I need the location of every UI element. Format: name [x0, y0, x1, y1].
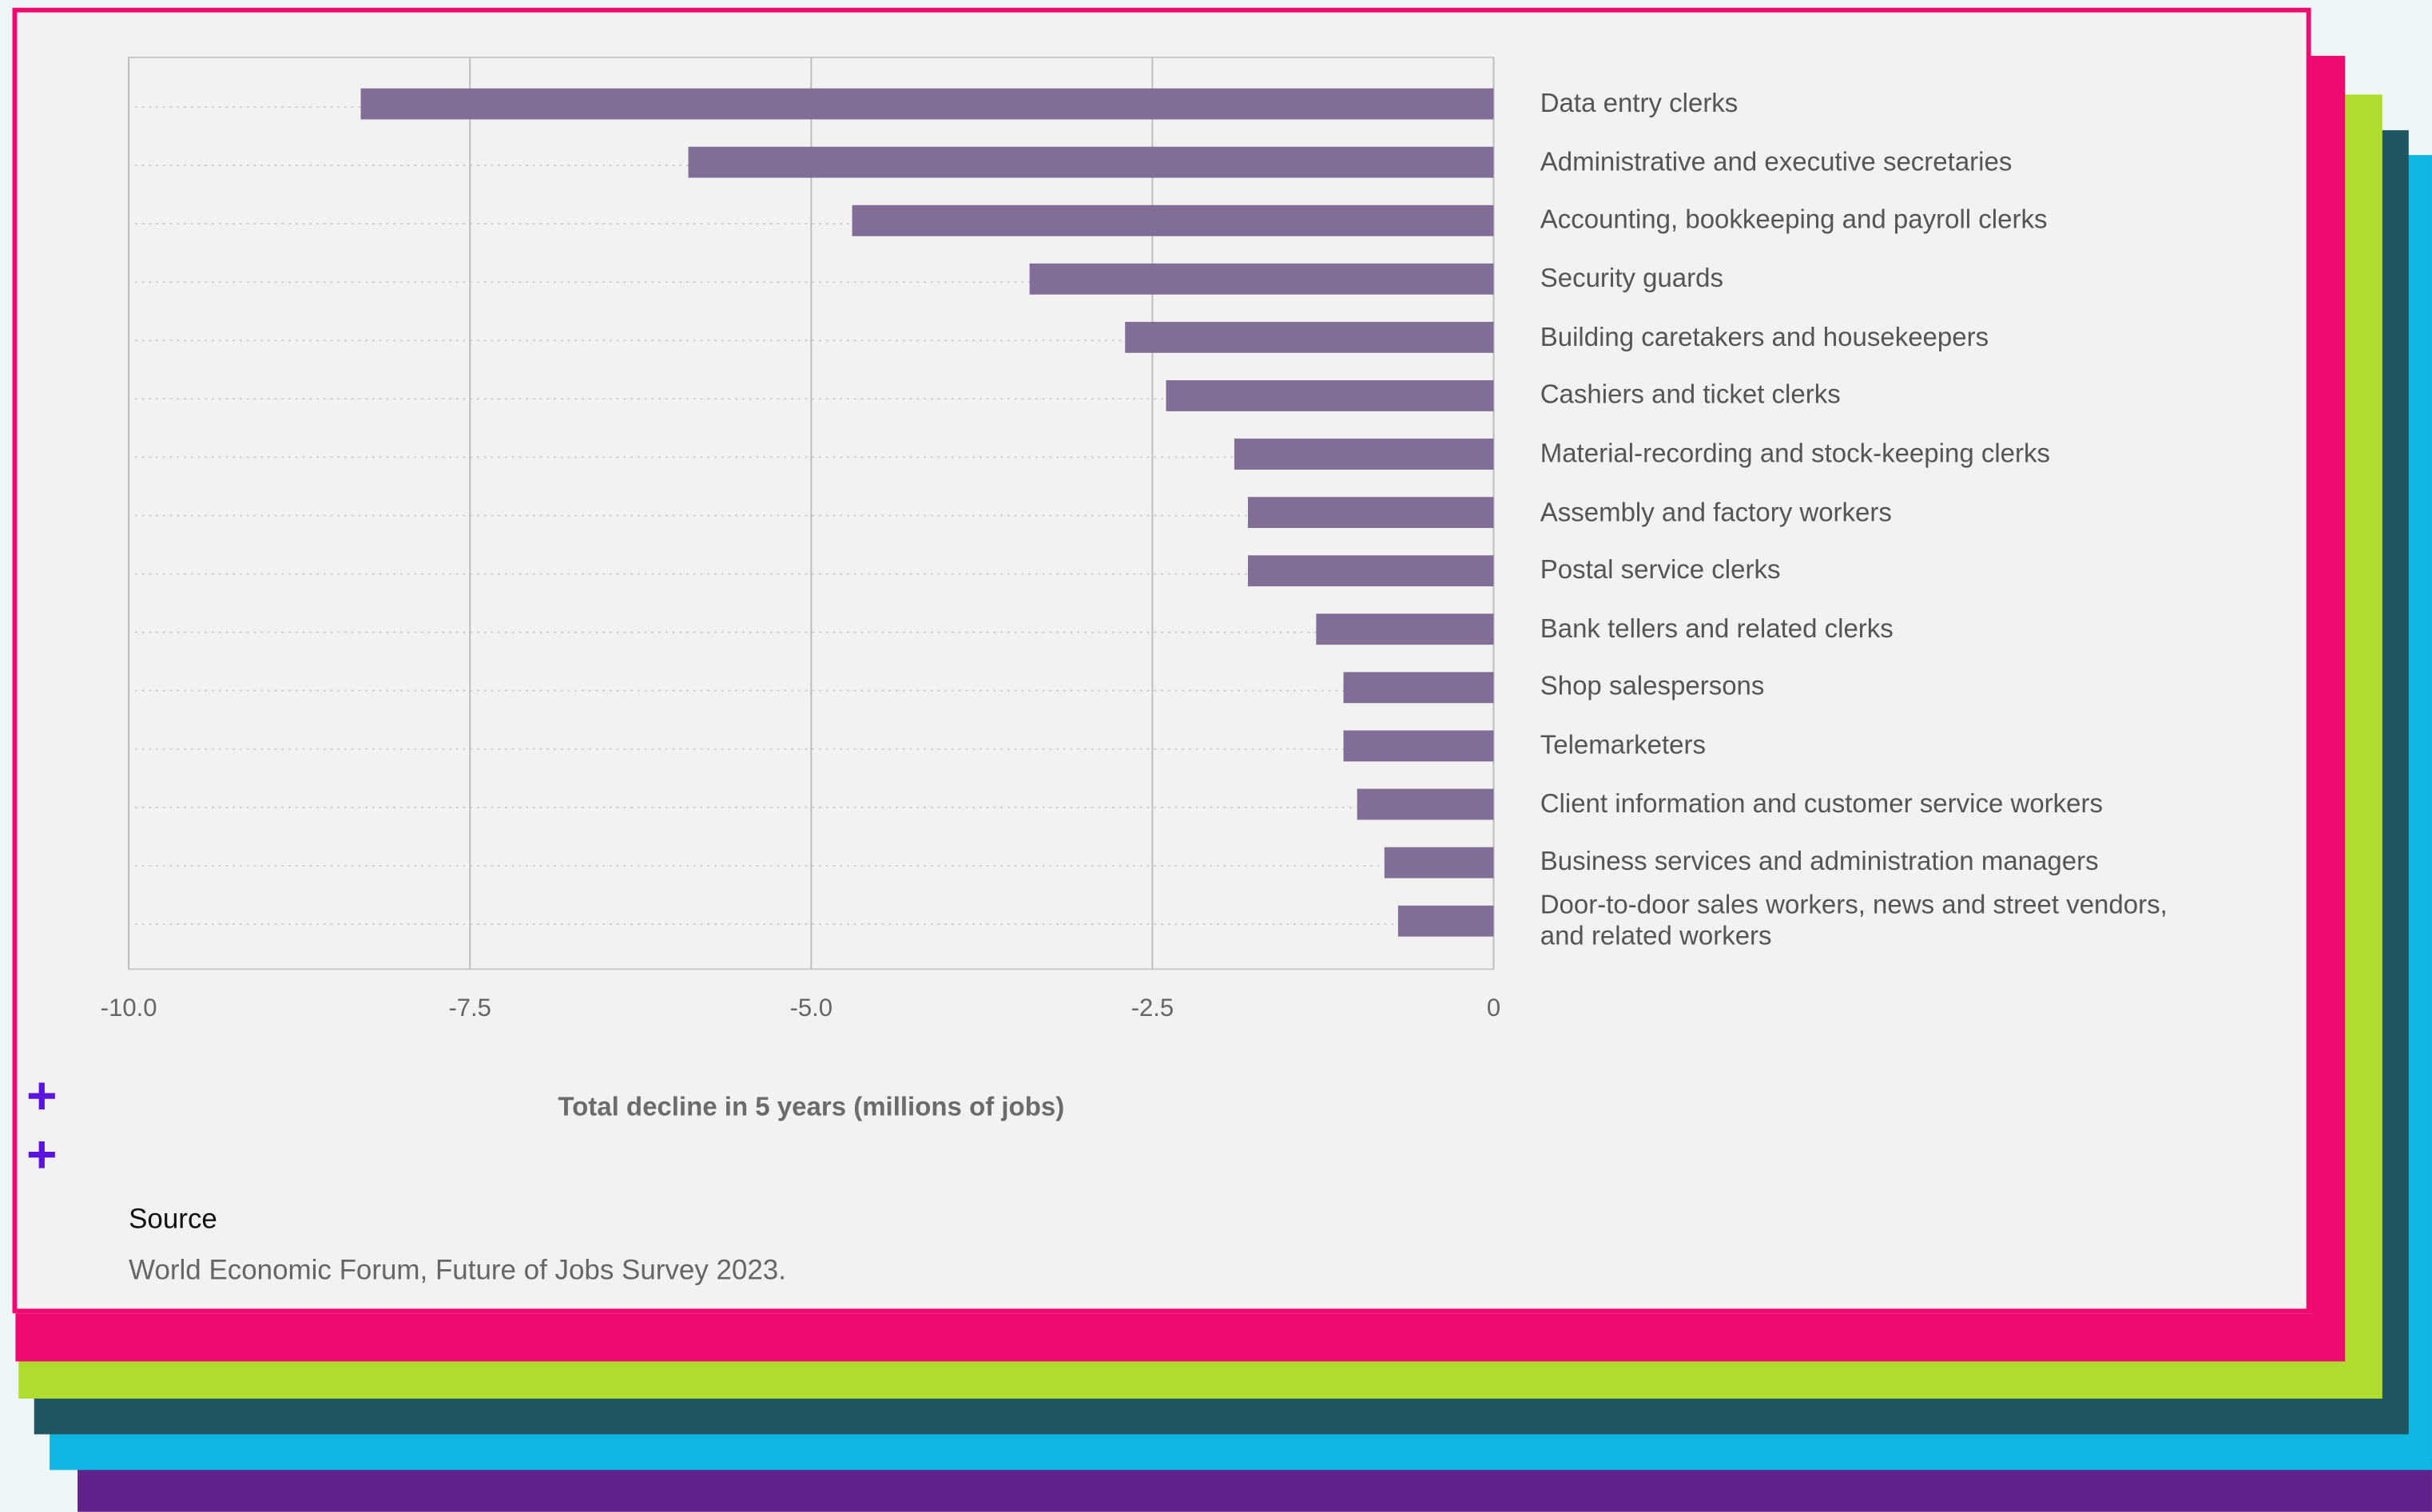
- source-heading: Source: [129, 1203, 217, 1235]
- bar: [1029, 263, 1494, 295]
- bar: [1125, 321, 1494, 353]
- category-label: Building caretakers and housekeepers: [1540, 321, 1989, 351]
- bar: [1234, 439, 1494, 470]
- bar: [1384, 847, 1494, 879]
- bar: [1343, 672, 1494, 704]
- category-label: Telemarketers: [1540, 730, 1706, 760]
- category-label: Cashiers and ticket clerks: [1540, 380, 1841, 410]
- category-label: Data entry clerks: [1540, 88, 1739, 118]
- x-tick-label: 0: [1487, 994, 1500, 1022]
- category-label: Shop salespersons: [1540, 672, 1765, 702]
- x-axis-title: Total decline in 5 years (millions of jo…: [558, 1092, 1064, 1121]
- x-tick-label: -5.0: [790, 994, 833, 1022]
- bar: [852, 204, 1494, 236]
- x-tick-label: -2.5: [1131, 994, 1174, 1022]
- source-text: World Economic Forum, Future of Jobs Sur…: [129, 1254, 786, 1286]
- bar: [1247, 497, 1494, 529]
- category-label: Postal service clerks: [1540, 555, 1781, 585]
- category-label: Material-recording and stock-keeping cle…: [1540, 439, 2051, 468]
- category-label: Security guards: [1540, 263, 1724, 293]
- expand-button[interactable]: +: [26, 1125, 58, 1185]
- expand-button[interactable]: +: [26, 1066, 58, 1126]
- bar: [1247, 555, 1494, 587]
- category-label: Assembly and factory workers: [1540, 497, 1892, 527]
- x-tick-label: -7.5: [448, 994, 491, 1022]
- category-label: Administrative and executive secretaries: [1540, 146, 2013, 177]
- category-label: Business services and administration man…: [1540, 847, 2099, 877]
- bar: [1316, 613, 1494, 645]
- bar: [1166, 380, 1494, 411]
- category-label: Client information and customer service …: [1540, 788, 2104, 819]
- category-label: Door-to-door sales workers, news and str…: [1540, 890, 2168, 951]
- bar: [1357, 788, 1494, 820]
- bar: [1343, 730, 1494, 762]
- category-label: Accounting, bookkeeping and payroll cler…: [1540, 204, 2048, 235]
- bar: [360, 88, 1494, 120]
- bar: [1397, 905, 1494, 937]
- category-label: Bank tellers and related clerks: [1540, 613, 1894, 644]
- bar: [688, 146, 1494, 178]
- x-tick-label: -10.0: [101, 994, 157, 1022]
